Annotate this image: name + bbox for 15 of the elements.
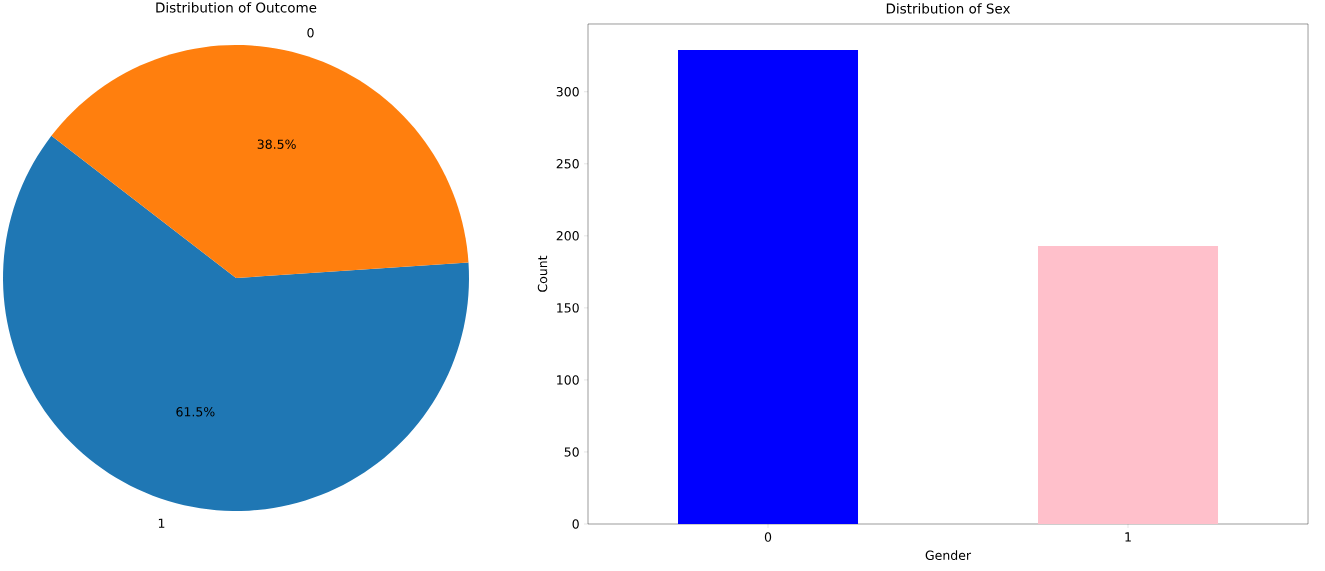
slice-label: 1 <box>158 518 165 528</box>
slice-label: 0 <box>307 28 314 38</box>
y-tick-label: 0 <box>572 519 579 529</box>
y-axis-title: Count <box>537 255 548 292</box>
y-tick-label: 150 <box>557 303 579 313</box>
x-axis-title: Gender <box>925 550 972 561</box>
y-tick-label: 200 <box>556 231 579 241</box>
chart-title: Distribution of Sex <box>886 3 1011 14</box>
y-tick-label: 300 <box>556 86 579 97</box>
y-tick-label: 100 <box>557 375 579 385</box>
data-label: 61.5% <box>176 407 215 417</box>
data-label: 38.5% <box>257 139 296 149</box>
chart-title: Distribution of Outcome <box>156 2 317 13</box>
y-tick-label: 250 <box>556 159 579 169</box>
y-tick-label: 50 <box>564 447 579 457</box>
